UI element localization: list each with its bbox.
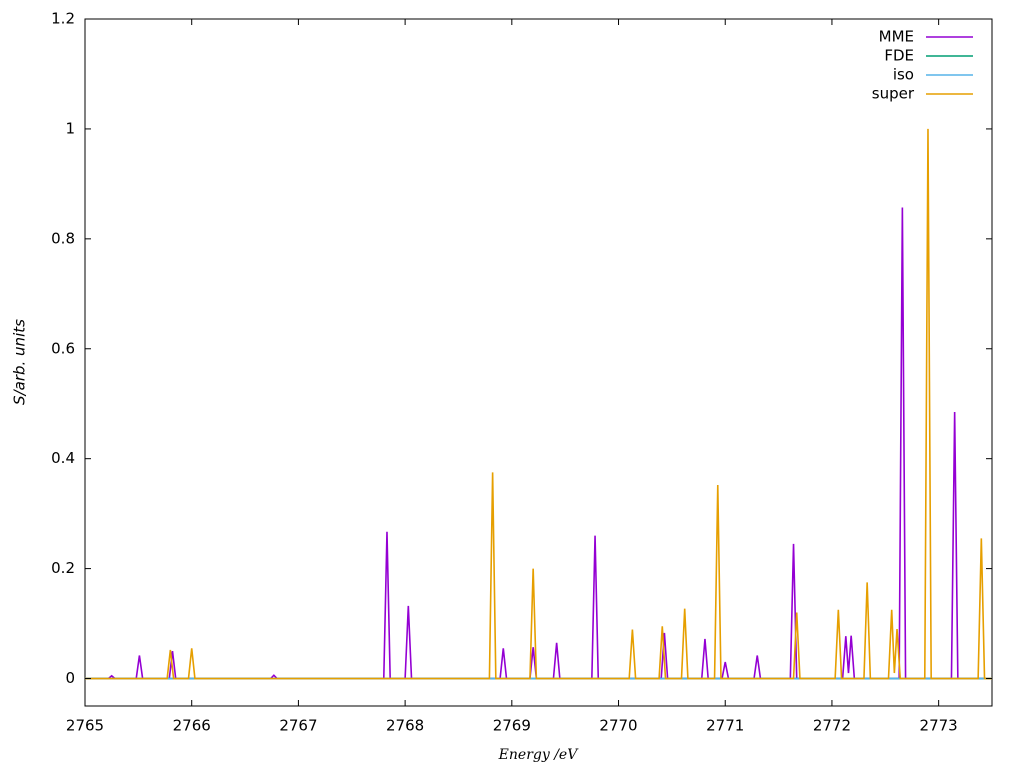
y-tick-label: 0.2 <box>51 559 75 577</box>
x-axis-label: Energy /eV <box>498 747 580 763</box>
x-tick-label: 2768 <box>386 717 424 735</box>
y-tick-label: 0.6 <box>51 339 75 357</box>
plot-frame <box>84 18 993 707</box>
legend-label: MME <box>879 28 914 46</box>
x-tick-label: 2769 <box>493 717 531 735</box>
x-tick-label: 2772 <box>813 717 851 735</box>
x-tick-label: 2770 <box>599 717 637 735</box>
y-tick-label: 0.4 <box>51 449 75 467</box>
y-tick-label: 1.2 <box>51 10 75 28</box>
legend-label: FDE <box>884 47 914 65</box>
x-tick-label: 2767 <box>279 717 317 735</box>
curves <box>85 128 992 680</box>
x-tick-label: 2766 <box>173 717 211 735</box>
x-tick-label: 2765 <box>66 717 104 735</box>
y-tick-label: 0.8 <box>51 229 75 247</box>
legend-label: iso <box>893 66 914 84</box>
legend-label: super <box>872 85 915 103</box>
x-tick-label: 2773 <box>920 717 958 735</box>
y-axis-label: S/arb. units <box>11 319 29 405</box>
y-tick-label: 1 <box>65 119 75 137</box>
y-tick-label: 0 <box>65 669 75 687</box>
series-line <box>85 207 992 680</box>
series-line <box>85 128 992 680</box>
x-tick-label: 2771 <box>706 717 744 735</box>
